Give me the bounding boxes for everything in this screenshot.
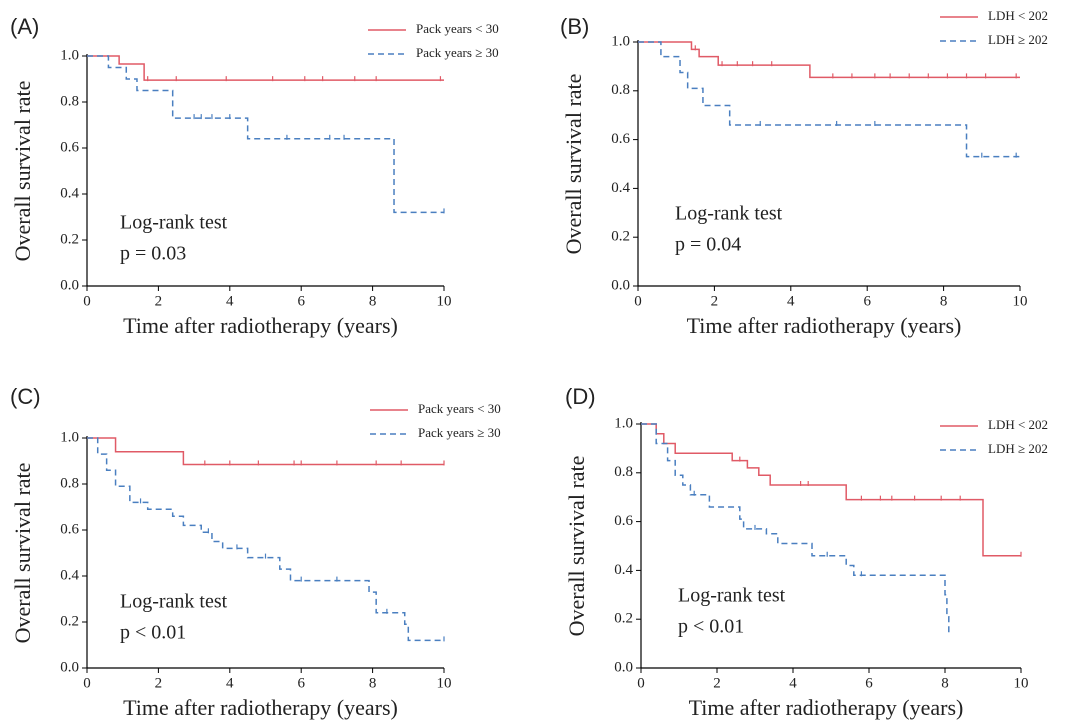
panel-label: (C) (10, 384, 41, 409)
x-tick-label: 6 (297, 675, 305, 691)
legend-label: LDH < 202 (988, 8, 1048, 23)
y-tick-label: 0.6 (611, 131, 630, 147)
y-tick-label: 0.2 (611, 229, 630, 245)
y-tick-label: 0.6 (614, 513, 633, 529)
annotation: Log-rank test (120, 591, 228, 613)
y-tick-label: 1.0 (611, 33, 630, 49)
x-axis-label: Time after radiotherapy (years) (689, 695, 964, 720)
panel-label: (A) (10, 14, 39, 39)
y-tick-label: 0.2 (60, 231, 79, 247)
y-tick-label: 0.4 (60, 567, 79, 583)
survival-curve (641, 423, 1021, 557)
y-tick-label: 1.0 (614, 415, 633, 431)
x-axis-label: Time after radiotherapy (years) (123, 695, 398, 720)
x-tick-label: 10 (437, 293, 452, 309)
x-tick-label: 0 (83, 675, 91, 691)
x-tick-label: 4 (226, 293, 234, 309)
y-tick-label: 1.0 (60, 47, 79, 63)
x-tick-label: 6 (863, 293, 871, 309)
legend-label: LDH ≥ 202 (988, 441, 1048, 456)
y-axis-label: Overall survival rate (10, 463, 35, 644)
survival-curve (641, 423, 950, 637)
y-tick-label: 0.0 (60, 277, 79, 293)
annotation: Log-rank test (675, 203, 783, 225)
x-tick-label: 4 (789, 675, 797, 691)
x-tick-label: 8 (941, 675, 949, 691)
x-tick-label: 0 (637, 675, 645, 691)
x-tick-label: 2 (713, 675, 721, 691)
annotation: p = 0.04 (675, 234, 741, 256)
x-axis-label: Time after radiotherapy (years) (123, 313, 398, 338)
x-tick-label: 8 (369, 293, 377, 309)
x-tick-label: 4 (787, 293, 795, 309)
y-tick-label: 0.8 (60, 93, 79, 109)
y-axis-label: Overall survival rate (10, 81, 35, 262)
panel-label: (D) (565, 384, 596, 409)
y-tick-label: 0.0 (60, 659, 79, 675)
panel-label: (B) (560, 14, 589, 39)
legend-label: Pack years < 30 (416, 21, 499, 36)
legend-label: Pack years ≥ 30 (416, 45, 499, 60)
legend-label: LDH ≥ 202 (988, 32, 1048, 47)
survival-curve (87, 437, 444, 466)
y-tick-label: 0.6 (60, 139, 79, 155)
legend-label: LDH < 202 (988, 417, 1048, 432)
y-tick-label: 0.4 (611, 180, 630, 196)
x-tick-label: 2 (711, 293, 719, 309)
y-tick-label: 0.4 (614, 562, 633, 578)
survival-curve (87, 55, 444, 214)
x-tick-label: 6 (297, 293, 305, 309)
x-axis-label: Time after radiotherapy (years) (687, 313, 962, 338)
annotation: p < 0.01 (120, 622, 186, 644)
x-tick-label: 2 (155, 675, 163, 691)
x-tick-label: 8 (940, 293, 948, 309)
x-tick-label: 2 (155, 293, 163, 309)
x-tick-label: 0 (83, 293, 91, 309)
annotation: p < 0.01 (678, 616, 744, 638)
x-tick-label: 8 (369, 675, 377, 691)
annotation: Log-rank test (120, 212, 228, 234)
y-axis-label: Overall survival rate (561, 74, 586, 255)
y-tick-label: 0.8 (611, 82, 630, 98)
y-tick-label: 0.8 (614, 464, 633, 480)
annotation: Log-rank test (678, 585, 786, 607)
x-tick-label: 10 (437, 675, 452, 691)
y-tick-label: 0.6 (60, 521, 79, 537)
y-tick-label: 1.0 (60, 429, 79, 445)
x-tick-label: 10 (1014, 675, 1029, 691)
y-tick-label: 0.4 (60, 185, 79, 201)
survival-curve (638, 41, 1020, 79)
y-tick-label: 0.0 (614, 659, 633, 675)
survival-curve (638, 41, 1020, 158)
y-axis-label: Overall survival rate (564, 456, 589, 637)
annotation: p = 0.03 (120, 243, 186, 265)
y-tick-label: 0.2 (60, 613, 79, 629)
legend-label: Pack years ≥ 30 (418, 425, 501, 440)
x-tick-label: 6 (865, 675, 873, 691)
y-tick-label: 0.0 (611, 277, 630, 293)
x-tick-label: 4 (226, 675, 234, 691)
survival-curve (87, 437, 444, 642)
legend-label: Pack years < 30 (418, 401, 501, 416)
x-tick-label: 0 (634, 293, 642, 309)
x-tick-label: 10 (1013, 293, 1028, 309)
y-tick-label: 0.8 (60, 475, 79, 491)
y-tick-label: 0.2 (614, 611, 633, 627)
survival-curve (87, 55, 444, 81)
